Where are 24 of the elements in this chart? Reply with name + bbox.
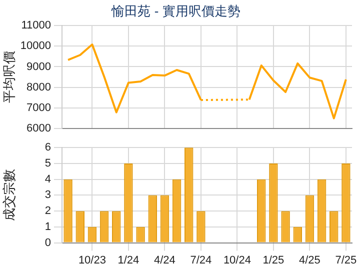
y-tick-label: 8000	[26, 81, 51, 94]
y-tick-label: 3	[44, 189, 51, 202]
y-axis-title: 平均呎價	[1, 51, 16, 103]
y-tick-label: 6000	[26, 122, 51, 134]
y-tick-label: 5	[44, 158, 51, 170]
chart-title: 愉田苑 - 實用呎價走勢	[110, 3, 240, 18]
y-tick-label: 4	[44, 173, 51, 186]
x-tick-label: 7/25	[335, 254, 357, 266]
y-tick-label: 9000	[26, 60, 51, 73]
y-tick-label: 1	[44, 220, 51, 233]
x-tick-label: 4/25	[298, 254, 320, 266]
x-tick-label: 4/24	[154, 254, 176, 266]
y-tick-label: 6	[44, 142, 51, 154]
y-tick-label: 11000	[21, 20, 51, 32]
x-tick-label: 10/23	[78, 254, 106, 266]
y-tick-label: 7000	[26, 102, 51, 114]
y-tick-label: 10000	[20, 40, 51, 52]
y-tick-label: 0	[44, 236, 51, 249]
y-tick-label: 2	[44, 205, 51, 218]
x-tick-label: 1/24	[118, 254, 140, 266]
y-axis-title: 成交宗數	[1, 169, 16, 222]
x-tick-label: 1/25	[262, 254, 284, 266]
x-tick-label: 7/24	[190, 254, 212, 266]
x-tick-label: 10/24	[223, 254, 251, 266]
